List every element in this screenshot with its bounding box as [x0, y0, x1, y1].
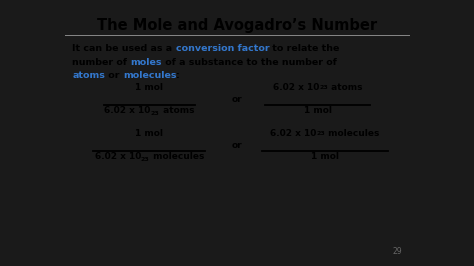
Text: atoms: atoms	[72, 71, 105, 80]
Text: 6.02 x 10: 6.02 x 10	[273, 83, 319, 92]
Text: 1 mol: 1 mol	[310, 152, 339, 161]
Text: conversion factor: conversion factor	[175, 44, 269, 53]
Text: molecules: molecules	[150, 152, 204, 161]
Text: or: or	[232, 95, 242, 104]
Text: 23: 23	[316, 131, 325, 136]
Text: :: :	[176, 71, 180, 80]
Text: molecules: molecules	[123, 71, 176, 80]
Text: 6.02 x 10: 6.02 x 10	[94, 152, 141, 161]
Text: of a substance to the number of: of a substance to the number of	[162, 58, 337, 67]
Text: molecules: molecules	[325, 129, 380, 138]
Text: 1 mol: 1 mol	[304, 106, 332, 115]
Text: atoms: atoms	[328, 83, 363, 92]
Text: atoms: atoms	[160, 106, 194, 115]
Text: 1 mol: 1 mol	[135, 129, 164, 138]
Text: 23: 23	[141, 157, 150, 162]
Text: or: or	[105, 71, 123, 80]
Text: to relate the: to relate the	[269, 44, 339, 53]
Text: 29: 29	[392, 247, 402, 256]
Text: It can be used as a: It can be used as a	[72, 44, 175, 53]
Text: 6.02 x 10: 6.02 x 10	[270, 129, 316, 138]
Text: number of: number of	[72, 58, 130, 67]
Text: or: or	[232, 141, 242, 150]
Text: moles: moles	[130, 58, 162, 67]
Text: 1 mol: 1 mol	[135, 83, 164, 92]
Text: 6.02 x 10: 6.02 x 10	[104, 106, 151, 115]
Text: 23: 23	[151, 111, 160, 116]
Text: The Mole and Avogadro’s Number: The Mole and Avogadro’s Number	[97, 18, 377, 33]
Text: 23: 23	[319, 85, 328, 90]
